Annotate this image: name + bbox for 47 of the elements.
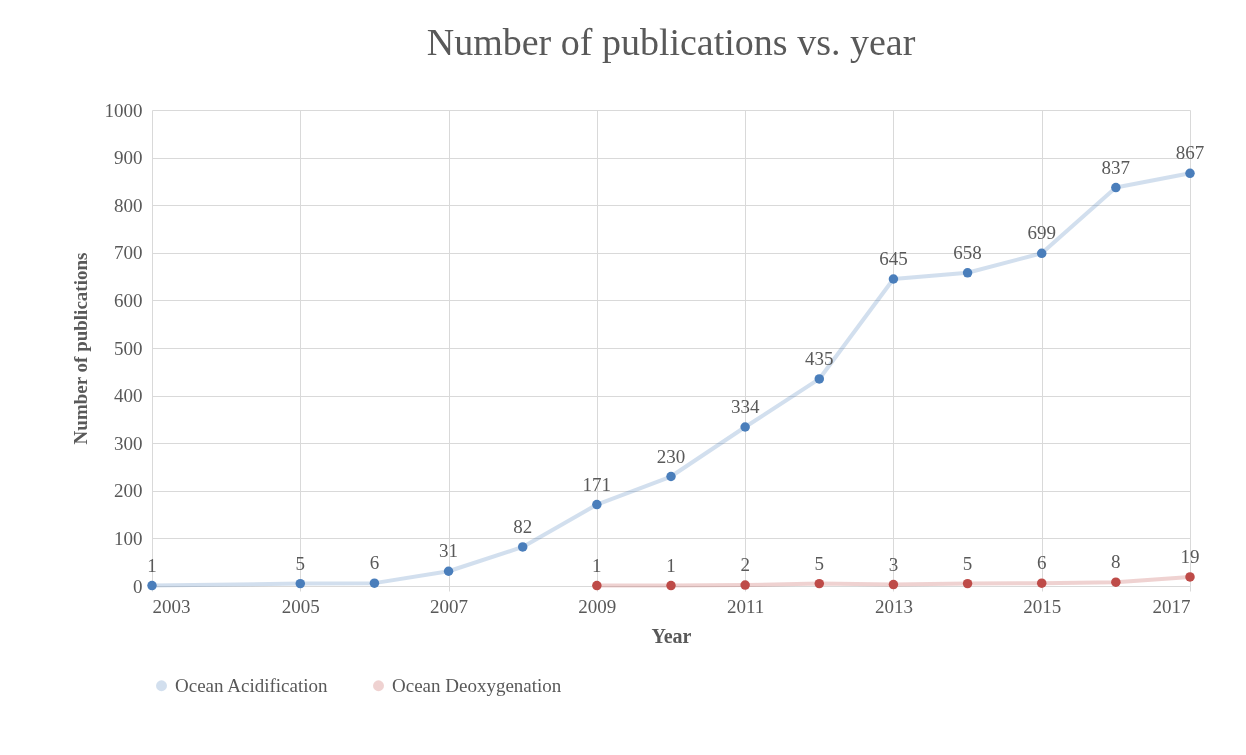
data-label: 5: [962, 552, 973, 574]
legend-label: Ocean Acidification: [175, 674, 328, 696]
data-label: 31: [439, 540, 459, 562]
chart-title: Number of publications vs. year: [426, 21, 916, 63]
data-label: 334: [730, 396, 760, 418]
data-label: 3: [888, 553, 899, 575]
y-tick-label: 600: [114, 289, 143, 311]
data-label: 1: [666, 554, 676, 576]
data-label: 1: [592, 554, 602, 576]
y-tick-label: 100: [114, 527, 143, 549]
x-tick-label: 2015: [1023, 595, 1062, 617]
data-label: 6: [1036, 552, 1047, 574]
data-label: 435: [805, 347, 834, 369]
y-tick-label: 1000: [104, 99, 143, 121]
x-tick-label: 2013: [874, 595, 913, 617]
data-label: 8: [1111, 551, 1121, 573]
y-tick-label: 800: [114, 194, 143, 216]
data-label: 5: [814, 552, 825, 574]
y-tick-label: 400: [114, 385, 143, 407]
data-label: 699: [1027, 222, 1056, 244]
data-label: 171: [582, 473, 612, 495]
data-label: 82: [513, 515, 533, 537]
y-tick-label: 200: [114, 480, 143, 502]
x-axis-title: Year: [651, 624, 692, 647]
x-tick-label: 2005: [281, 595, 320, 617]
data-label: 2: [740, 554, 750, 576]
y-tick-label: 0: [133, 575, 143, 597]
legend-label: Ocean Deoxygenation: [392, 674, 562, 696]
data-label: 5: [295, 552, 306, 574]
x-tick-label: 2003: [152, 595, 191, 617]
x-tick-label: 2007: [430, 595, 469, 617]
x-tick-label: 2011: [726, 595, 765, 617]
y-tick-label: 900: [114, 147, 143, 169]
x-tick-label: 2017: [1152, 595, 1191, 617]
x-tick-label: 2009: [578, 595, 617, 617]
y-tick-label: 500: [114, 337, 143, 359]
data-label: 658: [953, 241, 982, 263]
data-label: 6: [369, 552, 380, 574]
data-label: 837: [1101, 156, 1131, 178]
y-axis-title: Number of publications: [69, 252, 91, 445]
data-label: 645: [879, 247, 908, 269]
data-label: 867: [1175, 142, 1205, 164]
y-tick-label: 300: [114, 432, 143, 454]
data-label: 1: [147, 554, 157, 576]
data-label: 19: [1180, 545, 1200, 567]
y-tick-label: 700: [114, 242, 143, 264]
data-label: 230: [656, 445, 686, 467]
